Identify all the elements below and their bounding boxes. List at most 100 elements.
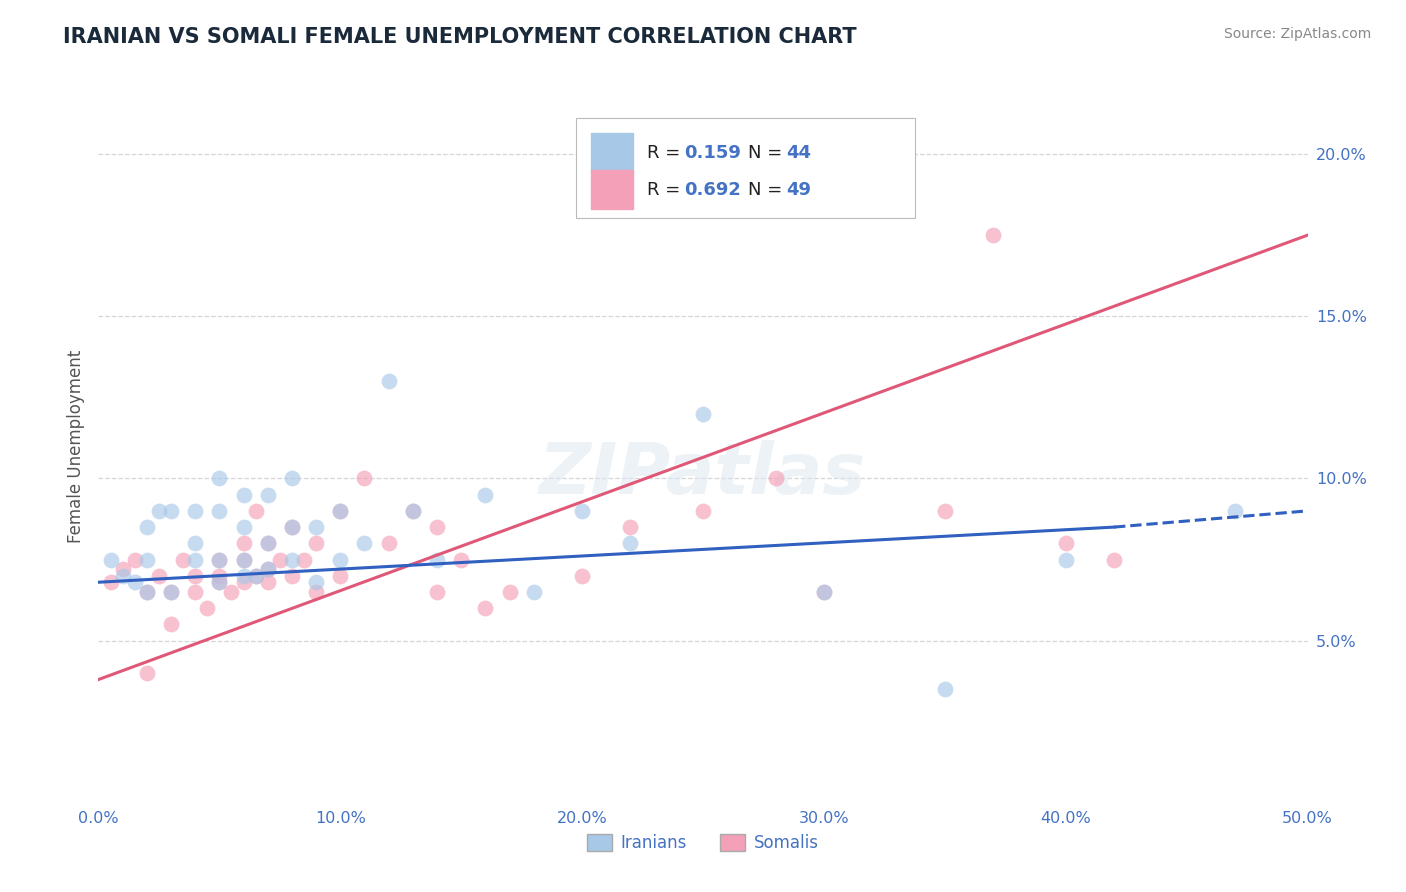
Point <box>232 488 254 502</box>
Point <box>221 585 243 599</box>
Point <box>148 568 170 582</box>
Point <box>208 575 231 590</box>
Point <box>256 536 278 550</box>
Point <box>232 536 254 550</box>
Point <box>692 407 714 421</box>
Point <box>305 520 328 534</box>
Point <box>184 552 207 566</box>
Point <box>571 568 593 582</box>
Point <box>232 568 254 582</box>
Point <box>474 601 496 615</box>
Point <box>184 536 207 550</box>
Point <box>981 228 1004 243</box>
Point <box>619 536 641 550</box>
Point <box>172 552 194 566</box>
Point <box>281 520 304 534</box>
Text: R =: R = <box>647 181 686 199</box>
FancyBboxPatch shape <box>591 170 633 210</box>
Point <box>208 552 231 566</box>
Text: 49: 49 <box>786 181 811 199</box>
Text: N =: N = <box>748 181 787 199</box>
Point <box>184 504 207 518</box>
Point <box>208 504 231 518</box>
Point <box>256 575 278 590</box>
Y-axis label: Female Unemployment: Female Unemployment <box>66 350 84 542</box>
Text: 0.159: 0.159 <box>683 144 741 161</box>
Point <box>1223 504 1246 518</box>
Point <box>256 562 278 576</box>
Point <box>474 488 496 502</box>
Text: ZIPatlas: ZIPatlas <box>540 440 866 509</box>
Point <box>269 552 291 566</box>
Point <box>402 504 425 518</box>
Point <box>305 575 328 590</box>
Point <box>353 536 375 550</box>
Point <box>111 568 134 582</box>
Point <box>813 585 835 599</box>
Point <box>124 552 146 566</box>
Point <box>523 585 546 599</box>
Point <box>329 568 352 582</box>
Point <box>281 520 304 534</box>
Point <box>111 562 134 576</box>
Text: Source: ZipAtlas.com: Source: ZipAtlas.com <box>1223 27 1371 41</box>
Point <box>160 585 183 599</box>
Point <box>292 552 315 566</box>
Text: 0.692: 0.692 <box>683 181 741 199</box>
Point <box>281 471 304 485</box>
Point <box>619 520 641 534</box>
Point <box>100 552 122 566</box>
Point <box>232 520 254 534</box>
Point <box>426 552 449 566</box>
Point <box>160 617 183 632</box>
Point <box>813 585 835 599</box>
Point <box>934 504 956 518</box>
Point <box>232 552 254 566</box>
Point <box>256 488 278 502</box>
FancyBboxPatch shape <box>576 118 915 218</box>
Point <box>692 504 714 518</box>
Point <box>245 568 267 582</box>
Point <box>329 504 352 518</box>
Point <box>377 536 399 550</box>
Point <box>160 585 183 599</box>
Point <box>281 568 304 582</box>
Point <box>450 552 472 566</box>
Point <box>1054 552 1077 566</box>
Legend: Iranians, Somalis: Iranians, Somalis <box>581 827 825 859</box>
Point <box>329 504 352 518</box>
Point <box>135 520 157 534</box>
Point <box>135 585 157 599</box>
Point <box>232 552 254 566</box>
Point <box>305 536 328 550</box>
Point <box>245 504 267 518</box>
Point <box>281 552 304 566</box>
Point <box>124 575 146 590</box>
Point <box>498 585 520 599</box>
Point <box>148 504 170 518</box>
Point <box>208 552 231 566</box>
Text: IRANIAN VS SOMALI FEMALE UNEMPLOYMENT CORRELATION CHART: IRANIAN VS SOMALI FEMALE UNEMPLOYMENT CO… <box>63 27 856 46</box>
Point <box>245 568 267 582</box>
Point <box>765 471 787 485</box>
Point <box>184 585 207 599</box>
Point <box>100 575 122 590</box>
Point <box>208 568 231 582</box>
Point <box>195 601 218 615</box>
Point <box>426 520 449 534</box>
Text: N =: N = <box>748 144 787 161</box>
Point <box>571 504 593 518</box>
Point <box>135 666 157 681</box>
Point <box>160 504 183 518</box>
Text: R =: R = <box>647 144 686 161</box>
FancyBboxPatch shape <box>591 133 633 172</box>
Point <box>934 682 956 697</box>
Point <box>353 471 375 485</box>
Point <box>1102 552 1125 566</box>
Text: 44: 44 <box>786 144 811 161</box>
Point <box>256 562 278 576</box>
Point <box>208 575 231 590</box>
Point <box>1054 536 1077 550</box>
Point <box>329 552 352 566</box>
Point <box>402 504 425 518</box>
